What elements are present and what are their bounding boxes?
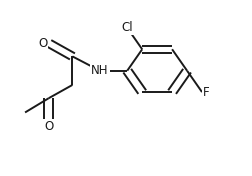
Text: NH: NH — [91, 64, 109, 77]
Text: F: F — [203, 86, 210, 99]
Text: O: O — [44, 120, 53, 133]
Text: Cl: Cl — [121, 21, 133, 34]
Text: O: O — [38, 37, 47, 50]
